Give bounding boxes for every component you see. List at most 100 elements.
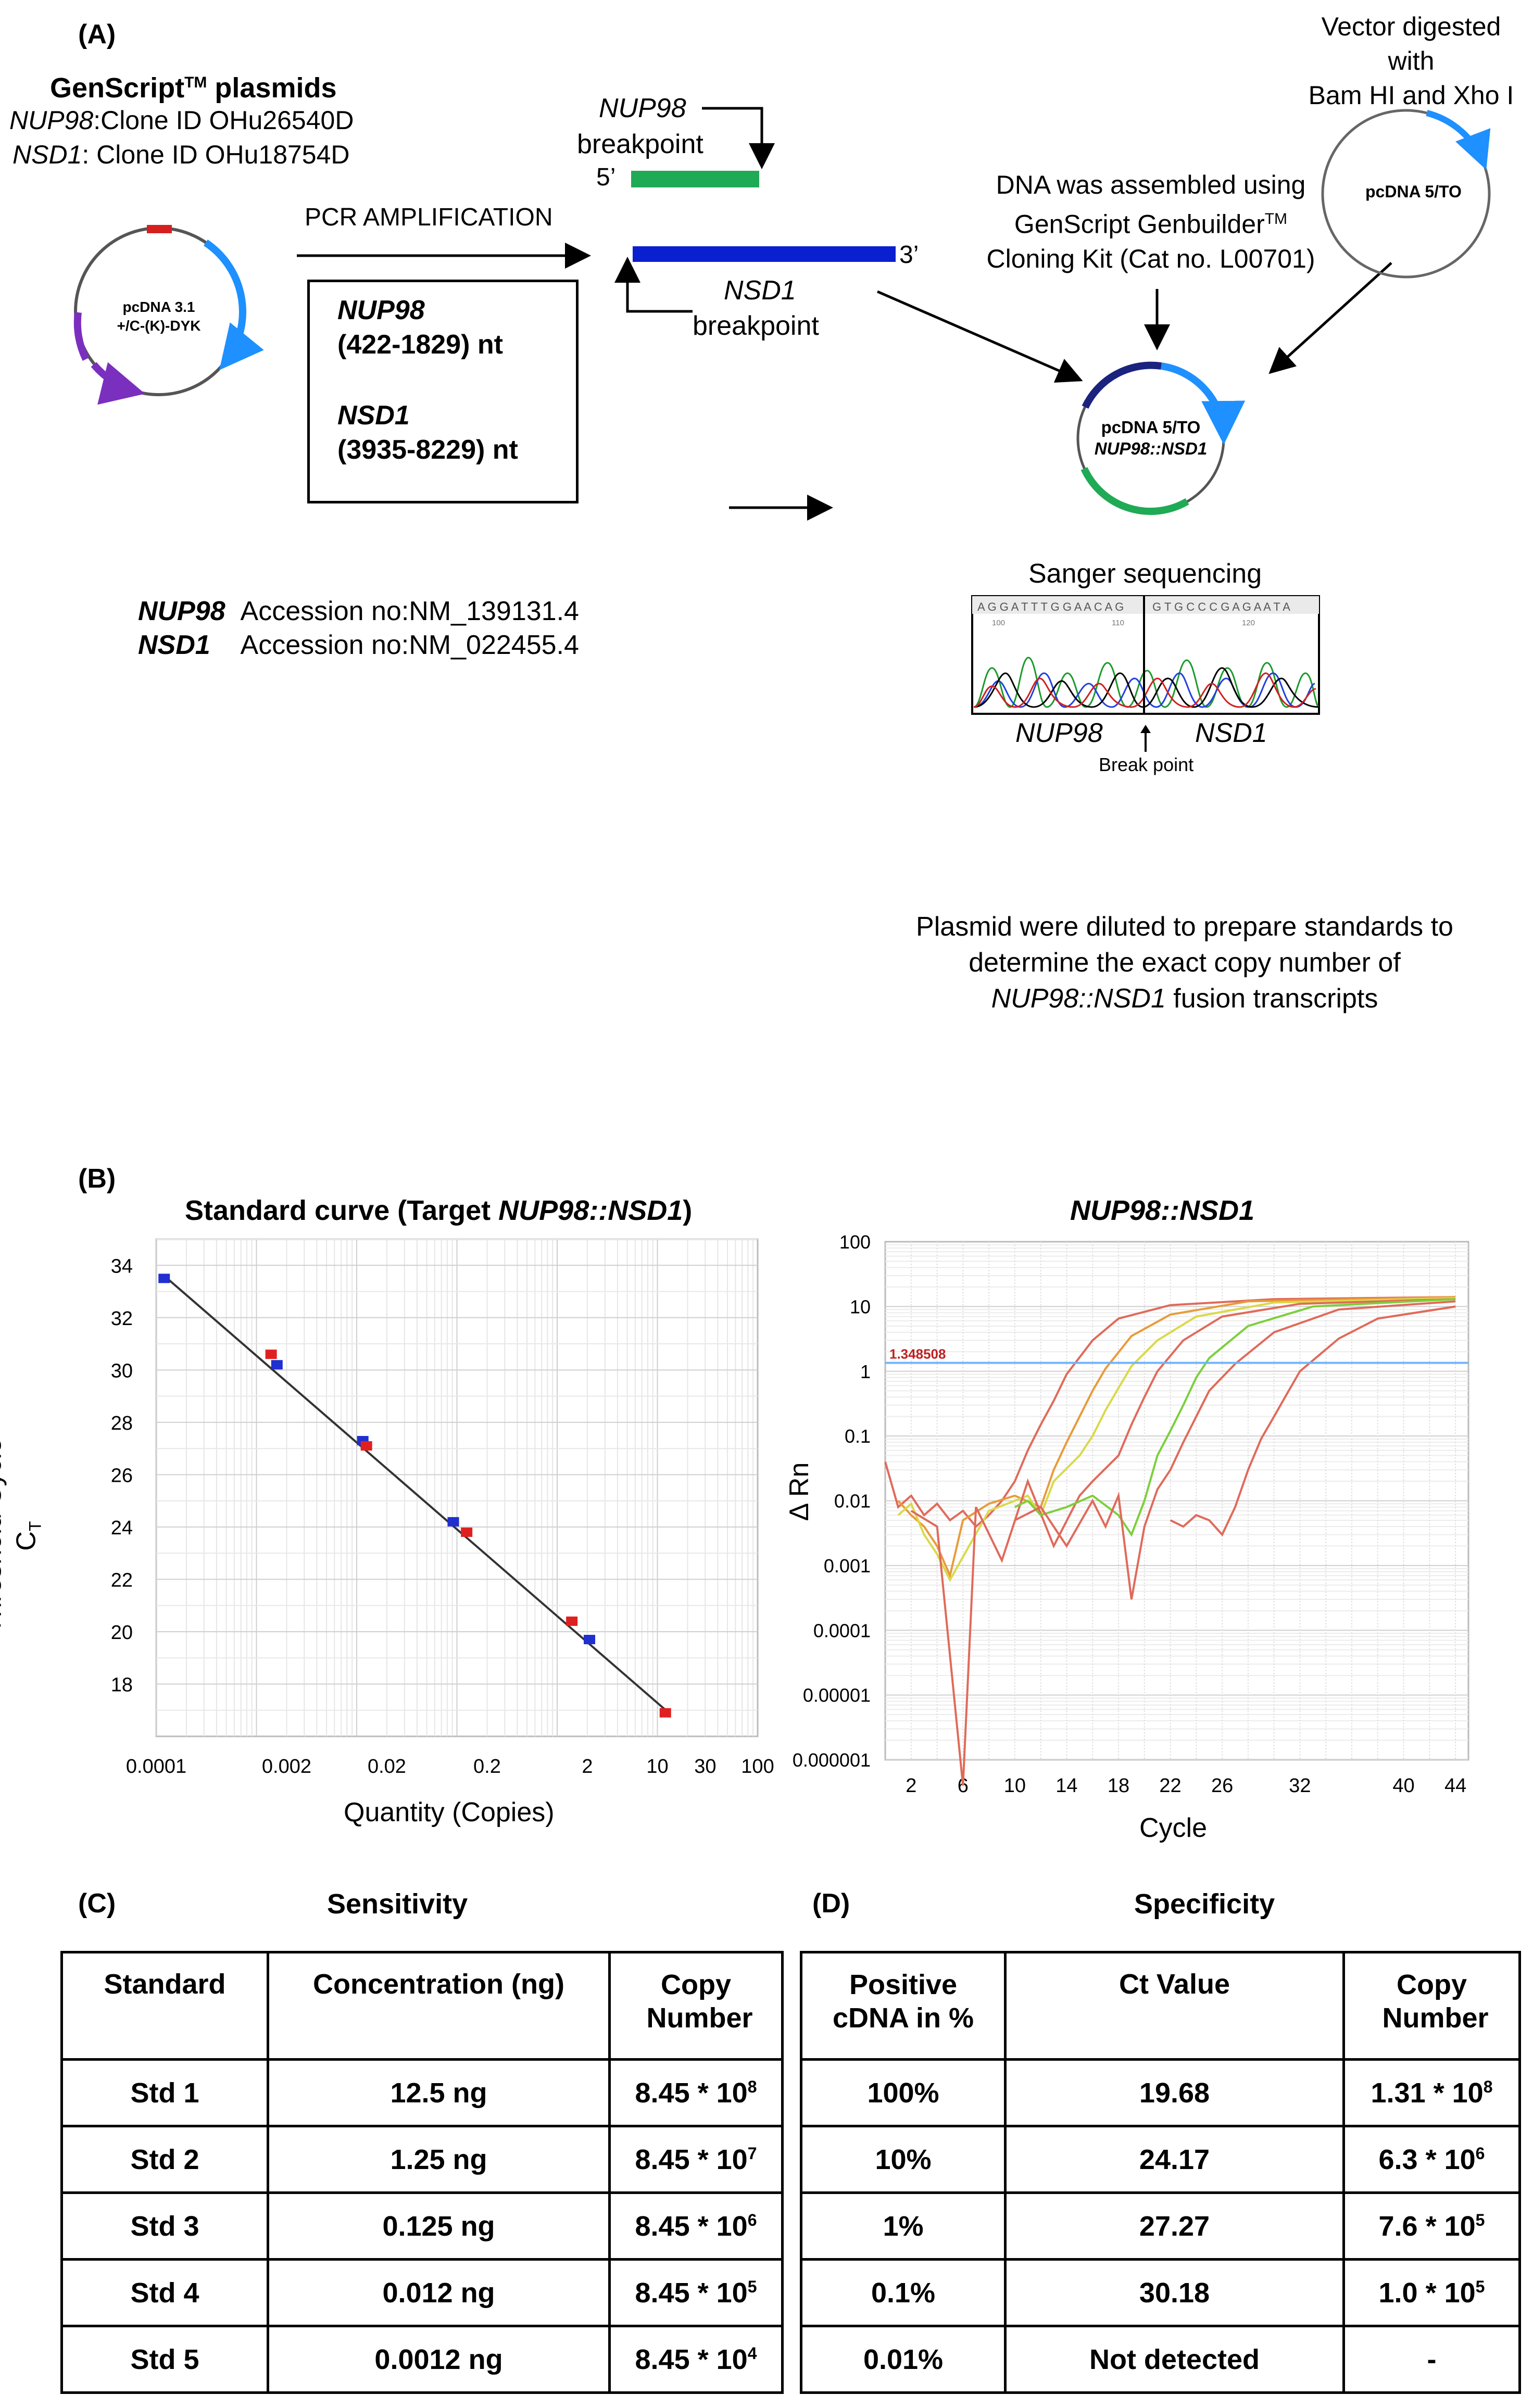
y-tick-label: 22	[111, 1569, 133, 1591]
nup98-clone-text: :Clone ID OHu26540D	[93, 106, 354, 135]
plasmid1-line1: pcDNA 3.1	[122, 299, 195, 315]
sanger-tick-100: 100	[992, 619, 1005, 627]
y-tick-label: 1	[860, 1361, 871, 1382]
copy-base: 6.3 * 10	[1378, 2144, 1476, 2175]
data-point	[360, 1441, 372, 1451]
data-point	[659, 1708, 671, 1718]
copy-base: 1.0 * 10	[1378, 2277, 1476, 2309]
y-tick-label: 34	[111, 1255, 133, 1277]
copy-exp: 5	[747, 2277, 757, 2296]
standards-line2: determine the exact copy number of	[969, 948, 1401, 978]
sensitivity-conc: 12.5 ng	[267, 2058, 611, 2127]
panel-a-label: (A)	[78, 19, 116, 49]
copy-exp: 4	[747, 2343, 757, 2363]
specificity-ct: 24.17	[1004, 2125, 1345, 2194]
y-tick-label: 24	[111, 1517, 133, 1539]
amp-plot-ylabel: Δ Rn	[784, 1462, 814, 1521]
specificity-table: Positive cDNA in % Ct Value Copy Number …	[800, 1951, 1521, 2394]
x-tick-label: 0.02	[368, 1756, 406, 1777]
five-prime-label: 5’	[596, 163, 616, 191]
data-point	[584, 1635, 596, 1645]
table-row: Std 5 0.0012 ng 8.45 * 104	[60, 2325, 784, 2394]
standards-line3-gene: NUP98::NSD1	[991, 984, 1166, 1014]
specificity-ct: 27.27	[1004, 2191, 1345, 2261]
std-curve-title-gene: NUP98::NSD1	[498, 1195, 683, 1226]
nup98-breakpoint-arrow	[702, 107, 775, 169]
sanger-right-gene: NSD1	[1195, 718, 1267, 748]
specificity-header-copy: Copy Number	[1342, 1951, 1521, 2061]
table-row: 1% 27.27 7.6 * 105	[800, 2191, 1521, 2261]
box-nup98-range: (422-1829) nt	[337, 330, 503, 360]
std-curve-title-suffix: )	[683, 1195, 693, 1226]
accession-nsd1-text: Accession no:NM_022455.4	[240, 630, 579, 660]
assembly-tm: TM	[1264, 210, 1288, 228]
standards-line3: NUP98::NSD1 fusion transcripts	[864, 981, 1505, 1017]
panel-d-label: (D)	[812, 1888, 850, 1919]
copy-base: -	[1427, 2343, 1437, 2375]
data-point	[158, 1274, 170, 1283]
specificity-ct: 19.68	[1004, 2058, 1345, 2127]
y-tick-label: 18	[111, 1674, 133, 1696]
specificity-pct: 1%	[800, 2191, 1007, 2261]
sanger-seq-right: G T G C C C G A G A A T A	[1152, 600, 1290, 613]
data-point	[271, 1360, 283, 1370]
specificity-header-copy-text: Copy Number	[1382, 1969, 1489, 2034]
sensitivity-copy: 8.45 * 104	[608, 2325, 784, 2394]
sensitivity-header-copy: Copy Number	[608, 1951, 784, 2061]
table-row: Std 1 12.5 ng 8.45 * 108	[60, 2058, 784, 2127]
amplification-curve	[910, 1298, 1456, 1786]
sensitivity-title: Sensitivity	[327, 1888, 468, 1920]
std-curve-title: Standard curve (Target NUP98::NSD1)	[185, 1196, 692, 1225]
x-tick-label: 2	[906, 1775, 916, 1797]
accession-nup98-text: Accession no:NM_139131.4	[240, 596, 579, 626]
genscript-title-text: GenScript	[50, 72, 185, 104]
y-tick-label: 0.000001	[793, 1749, 871, 1771]
nsd1-clone: NSD1: Clone ID OHu18754D	[12, 142, 350, 168]
y-tick-label: 10	[850, 1296, 871, 1317]
nsd1-breakpoint-arrow	[614, 257, 693, 313]
table-row: Std 4 0.012 ng 8.45 * 105	[60, 2258, 784, 2327]
copy-base: 7.6 * 10	[1378, 2210, 1476, 2242]
sensitivity-conc: 0.012 ng	[267, 2258, 611, 2327]
amplification-curve	[897, 1296, 1456, 1579]
sensitivity-conc: 1.25 ng	[267, 2125, 611, 2194]
std-curve-ylabel-c: C	[11, 1531, 42, 1551]
assembly-text: DNA was assembled using GenScript Genbui…	[948, 168, 1354, 276]
nup98-fragment	[631, 171, 759, 187]
vector-to-plasmid-arrow	[1268, 262, 1392, 374]
copy-exp: 8	[1483, 2077, 1493, 2096]
copy-exp: 6	[1475, 2144, 1485, 2163]
copy-exp: 8	[747, 2077, 757, 2096]
nsd1-clone-gene: NSD1	[12, 140, 82, 169]
sanger-title: Sanger sequencing	[1028, 559, 1262, 589]
panel-a-schematic	[73, 107, 1491, 521]
x-tick-label: 18	[1108, 1775, 1129, 1797]
vector-label: Vector digested with Bam HI and Xho I	[1271, 9, 1533, 112]
x-tick-label: 30	[694, 1756, 716, 1777]
sensitivity-std: Std 4	[60, 2258, 269, 2327]
copy-base: 8.45 * 10	[635, 2210, 748, 2242]
copy-base: 8.45 * 10	[635, 2144, 748, 2175]
sensitivity-std: Std 2	[60, 2125, 269, 2194]
x-tick-label: 10	[1004, 1775, 1026, 1797]
specificity-pct: 100%	[800, 2058, 1007, 2127]
vector-line3: Bam HI and Xho I	[1308, 81, 1514, 110]
amplification-curve	[884, 1296, 1456, 1528]
sensitivity-header-row: Standard Concentration (ng) Copy Number	[60, 1951, 784, 2061]
specificity-copy: 1.31 * 108	[1342, 2058, 1521, 2127]
sensitivity-header-copy-text: Copy Number	[646, 1969, 753, 2034]
nup98-breakpoint-word: breakpoint	[577, 129, 703, 159]
specificity-title: Specificity	[1134, 1888, 1275, 1920]
sanger-tick-120: 120	[1242, 619, 1255, 627]
sensitivity-std: Std 3	[60, 2191, 269, 2261]
specificity-pct: 10%	[800, 2125, 1007, 2194]
x-tick-label: 0.2	[473, 1756, 501, 1777]
amplification-curve	[1014, 1298, 1456, 1537]
copy-base: 8.45 * 10	[635, 2077, 748, 2109]
plasmid-pcdna5-icon	[1321, 109, 1491, 279]
fusion-plasmid-label: pcDNA 5/TO NUP98::NSD1	[1086, 417, 1216, 460]
nsd1-fragment	[633, 246, 896, 262]
amplification-plot-chart: 100 10 1 0.1 0.01 0.001 0.0001 0.00001 0.000001 2…	[793, 1231, 1469, 1797]
sensitivity-header-standard: Standard	[60, 1951, 269, 2061]
box-nsd1-range: (3935-8229) nt	[337, 435, 518, 465]
